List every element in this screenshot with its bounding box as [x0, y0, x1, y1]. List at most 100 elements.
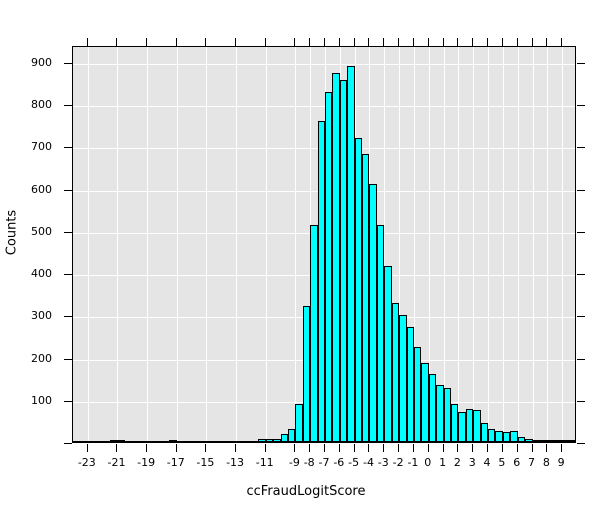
histogram-bar	[399, 315, 407, 442]
y-tick-label: 900	[31, 55, 52, 69]
y-tick-label: 100	[31, 393, 52, 407]
x-tick-label: 6	[513, 456, 521, 469]
gridline-vertical	[532, 47, 534, 442]
histogram-bar	[295, 404, 303, 442]
x-tick-top	[324, 38, 325, 46]
x-tick-label: -15	[196, 456, 215, 469]
x-tick-top	[146, 38, 148, 46]
x-tick-bottom	[531, 444, 533, 452]
x-tick-top	[501, 38, 503, 46]
x-tick-bottom	[472, 444, 474, 452]
x-tick-top	[383, 38, 385, 46]
histogram-bar	[465, 409, 474, 442]
gridline-vertical	[458, 47, 460, 442]
x-tick-bottom	[457, 444, 459, 452]
gridline-vertical	[413, 47, 415, 442]
y-tick-left	[64, 316, 72, 318]
histogram-bar	[332, 73, 340, 442]
x-tick-label: 4	[483, 456, 491, 469]
x-tick-bottom	[546, 444, 548, 452]
x-tick-bottom	[309, 444, 311, 452]
x-tick-bottom	[412, 444, 414, 452]
gridline-vertical	[87, 47, 89, 442]
gridline-vertical	[428, 47, 430, 442]
histogram-bar	[362, 154, 370, 442]
gridline-vertical	[502, 47, 504, 442]
histogram-bar	[428, 374, 437, 442]
x-tick-bottom	[175, 444, 177, 452]
y-tick-right	[577, 443, 585, 444]
y-tick-right	[577, 105, 585, 107]
y-tick-label: 600	[31, 182, 52, 196]
x-tick-top	[516, 38, 518, 46]
x-tick-bottom	[235, 444, 237, 452]
x-tick-label: 0	[424, 456, 432, 469]
x-tick-label: -7	[318, 456, 330, 469]
x-tick-label: -3	[377, 456, 389, 469]
x-tick-top	[205, 38, 207, 46]
gridline-vertical	[473, 47, 475, 442]
x-tick-bottom	[561, 444, 563, 452]
y-tick-right	[577, 231, 585, 233]
y-tick-right	[577, 400, 585, 402]
gridline-vertical	[443, 47, 445, 442]
x-tick-top	[427, 38, 429, 46]
gridline-vertical	[117, 47, 119, 442]
x-axis-title: ccFraudLogitScore	[246, 484, 366, 499]
x-tick-bottom	[368, 444, 370, 452]
gridline-vertical	[562, 47, 564, 442]
gridline-vertical	[399, 47, 401, 442]
x-tick-top	[368, 38, 370, 46]
x-tick-bottom	[294, 444, 296, 452]
histogram-bar	[287, 428, 296, 442]
histogram-bar	[391, 303, 400, 442]
y-tick-left	[64, 147, 72, 149]
gridline-vertical	[517, 47, 519, 442]
x-tick-bottom	[86, 444, 88, 452]
y-tick-label: 300	[31, 309, 52, 323]
x-tick-top	[442, 38, 444, 46]
gridline-horizontal	[73, 106, 575, 108]
histogram-bar	[458, 412, 466, 442]
x-tick-bottom	[353, 444, 355, 452]
y-tick-left	[64, 105, 72, 107]
x-tick-top	[116, 38, 118, 46]
x-tick-label: -17	[166, 456, 185, 469]
x-tick-top	[175, 38, 177, 46]
x-tick-label: -19	[137, 456, 156, 469]
x-tick-top	[546, 38, 548, 46]
gridline-vertical	[547, 47, 549, 442]
gridline-vertical	[147, 47, 149, 442]
x-tick-label: -9	[288, 456, 300, 469]
histogram-bar	[436, 384, 444, 442]
y-tick-label: 700	[31, 140, 52, 154]
x-tick-bottom	[427, 444, 429, 452]
histogram-bar	[347, 66, 355, 442]
x-tick-top	[412, 38, 414, 46]
y-axis-title: Counts	[4, 209, 20, 256]
x-tick-top	[294, 38, 296, 46]
y-tick-left	[64, 189, 72, 191]
x-tick-top	[353, 38, 355, 46]
x-tick-label: -23	[77, 456, 96, 469]
gridline-horizontal	[73, 63, 575, 65]
histogram-bar	[339, 79, 348, 442]
gridline-vertical	[384, 47, 386, 442]
gridline-vertical	[206, 47, 208, 442]
y-tick-right	[577, 147, 585, 149]
x-tick-label: -5	[348, 456, 360, 469]
x-tick-bottom	[398, 444, 400, 452]
y-tick-left	[64, 231, 72, 233]
y-tick-labels: 100 200 300 400 500 600 700 800 900	[0, 0, 52, 517]
y-tick-label: 800	[31, 98, 52, 112]
x-tick-label: 8	[542, 456, 550, 469]
x-tick-label: 5	[498, 456, 506, 469]
plot-panel	[72, 46, 576, 443]
x-tick-label: -21	[107, 456, 126, 469]
x-tick-top	[86, 38, 88, 46]
x-tick-label: 9	[557, 456, 565, 469]
x-tick-bottom	[338, 444, 340, 452]
histogram-bar	[451, 404, 459, 442]
y-tick-right	[577, 274, 585, 276]
y-tick-label: 500	[31, 224, 52, 238]
